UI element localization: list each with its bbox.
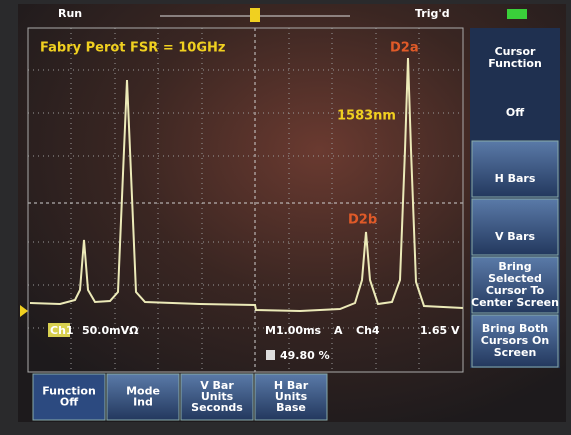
menu-label: Cursor To — [486, 284, 545, 297]
menu-button[interactable] — [471, 256, 559, 314]
softkey[interactable] — [32, 373, 106, 421]
menu-label: Function — [488, 57, 542, 70]
trigger-level: 1.65 V — [420, 324, 460, 337]
volt-scale: 50.0mVΩ — [82, 324, 139, 337]
battery-icon — [507, 9, 527, 19]
channel: Ch1 — [50, 324, 74, 337]
softkey-label: Function — [42, 385, 96, 398]
annotation-title: Fabry Perot FSR = 10GHz — [40, 41, 225, 56]
menu-label: Bring Both — [482, 322, 548, 335]
trigger-marker — [250, 8, 260, 22]
menu-label: Off — [506, 106, 524, 119]
menu-label: H Bars — [495, 172, 536, 185]
menu-button — [472, 29, 558, 87]
softkey[interactable] — [180, 373, 254, 421]
menu-label: Screen — [494, 346, 537, 359]
softkey-label: Base — [276, 401, 306, 414]
menu-label: Bring — [498, 260, 531, 273]
menu-label: V Bars — [495, 230, 536, 243]
menu-label: Center Screen — [471, 296, 559, 309]
wavelength-label: 1583nm — [337, 109, 396, 124]
trigger-status: Trig'd — [415, 7, 450, 20]
graticule-border — [27, 27, 464, 373]
peak-label: D2a — [390, 41, 419, 56]
softkey-label: V Bar — [200, 379, 234, 392]
menu-label: Cursors On — [481, 334, 549, 347]
softkey[interactable] — [254, 373, 328, 421]
trigger-mode: A — [334, 324, 343, 337]
menu-label: Selected — [488, 272, 542, 285]
menu-label: Cursor — [495, 45, 536, 58]
softkey-label: H Bar — [274, 379, 309, 392]
trigger-source: Ch4 — [356, 324, 380, 337]
softkey[interactable] — [106, 373, 180, 421]
softkey-label: Off — [60, 396, 78, 409]
softkey-label: Seconds — [191, 401, 243, 414]
softkey-label: Units — [275, 390, 308, 403]
softkey-label: Units — [201, 390, 234, 403]
menu-button[interactable] — [471, 198, 559, 256]
position: 49.80 % — [280, 349, 330, 362]
waveform — [29, 57, 464, 313]
channel-badge — [48, 323, 70, 337]
ch1-marker — [20, 305, 28, 317]
softkey-label: Ind — [133, 396, 153, 409]
menu-button[interactable] — [471, 140, 559, 198]
run-status: Run — [58, 7, 82, 20]
menu-button — [472, 89, 558, 137]
menu-button[interactable] — [471, 314, 559, 368]
peak-label: D2b — [348, 213, 377, 228]
softkey-label: Mode — [126, 385, 160, 398]
position-icon — [266, 350, 275, 360]
timebase: M1.00ms — [265, 324, 322, 337]
